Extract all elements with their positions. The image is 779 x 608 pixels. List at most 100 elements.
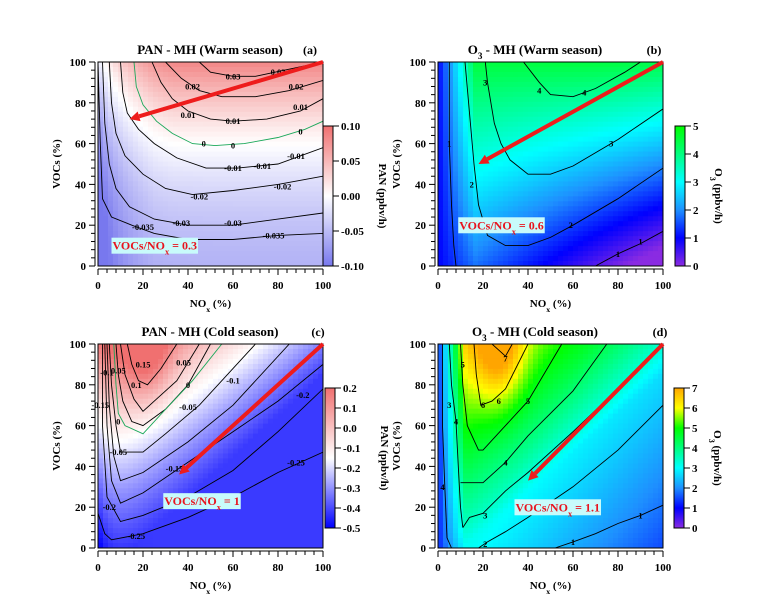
heatmap-cell	[108, 121, 114, 128]
heatmap-cell	[318, 186, 323, 192]
heatmap-cell	[173, 468, 179, 474]
heatmap-cell	[293, 196, 299, 202]
heatmap-cell	[238, 246, 244, 252]
heatmap-cell	[293, 231, 299, 237]
heatmap-cell	[613, 156, 619, 163]
heatmap-cell	[613, 176, 619, 183]
heatmap-cell	[213, 473, 219, 479]
heatmap-cell	[173, 226, 179, 232]
heatmap-cell	[568, 211, 574, 217]
heatmap-cell	[538, 96, 544, 103]
heatmap-cell	[303, 146, 309, 153]
heatmap-cell	[453, 241, 459, 247]
heatmap-cell	[488, 151, 494, 158]
colorbar-tick-label: -0.05	[341, 226, 364, 238]
heatmap-cell	[288, 241, 294, 247]
x-axis-label: NOx (%)	[190, 298, 232, 314]
heatmap-cell	[183, 368, 189, 375]
heatmap-cell	[198, 448, 204, 455]
heatmap-cell	[158, 101, 164, 108]
heatmap-cell	[613, 231, 619, 237]
heatmap-cell	[108, 126, 114, 133]
heatmap-cell	[558, 246, 564, 252]
heatmap-cell	[153, 146, 159, 153]
heatmap-cell	[633, 236, 639, 242]
heatmap-cell	[643, 71, 649, 78]
heatmap-cell	[458, 231, 464, 237]
heatmap-cell	[183, 543, 189, 548]
heatmap-cell	[518, 181, 524, 187]
heatmap-cell	[518, 231, 524, 237]
heatmap-cell	[143, 398, 149, 405]
heatmap-cell	[143, 62, 149, 68]
heatmap-cell	[458, 121, 464, 128]
heatmap-cell	[488, 76, 494, 83]
heatmap-cell	[568, 66, 574, 73]
heatmap-cell	[193, 368, 199, 375]
heatmap-cell	[118, 398, 124, 405]
heatmap-cell	[143, 344, 149, 350]
heatmap-cell	[138, 201, 144, 207]
heatmap-cell	[213, 508, 219, 514]
heatmap-cell	[583, 151, 589, 158]
heatmap-cell	[173, 111, 179, 118]
heatmap-cell	[568, 206, 574, 212]
heatmap-cell	[628, 96, 634, 103]
heatmap-cell	[123, 543, 129, 548]
heatmap-cell	[273, 261, 279, 266]
heatmap-cell	[298, 62, 304, 68]
heatmap-cell	[313, 216, 319, 222]
heatmap-cell	[168, 171, 174, 178]
heatmap-cell	[203, 231, 209, 237]
contour-line-0.01	[151, 62, 323, 122]
heatmap-cell	[318, 211, 323, 217]
heatmap-cell	[558, 261, 564, 266]
heatmap-cell	[118, 513, 124, 519]
heatmap-cell	[113, 453, 119, 460]
heatmap-cell	[498, 256, 504, 262]
heatmap-cell	[583, 236, 589, 242]
heatmap-cell	[268, 206, 274, 212]
heatmap-cell	[133, 348, 139, 355]
heatmap-cell	[98, 533, 104, 539]
heatmap-cell	[153, 201, 159, 207]
heatmap-cell	[253, 141, 259, 148]
heatmap-cell	[188, 348, 194, 355]
heatmap-cell	[473, 101, 479, 108]
heatmap-cell	[118, 373, 124, 380]
heatmap-cell	[113, 206, 119, 212]
heatmap-cell	[543, 66, 549, 73]
heatmap-cell	[213, 403, 219, 410]
heatmap-cell	[298, 111, 304, 118]
heatmap-cell	[308, 181, 314, 187]
heatmap-cell	[648, 191, 654, 197]
heatmap-cell	[463, 161, 469, 168]
heatmap-cell	[133, 373, 139, 380]
heatmap-cell	[253, 86, 259, 93]
heatmap-cell	[198, 488, 204, 494]
heatmap-cell	[618, 91, 624, 98]
heatmap-cell	[298, 211, 304, 217]
heatmap-cell	[158, 458, 164, 465]
heatmap-cell	[133, 62, 139, 68]
heatmap-cell	[163, 176, 169, 183]
heatmap-cell	[113, 403, 119, 410]
heatmap-cell	[518, 111, 524, 118]
heatmap-cell	[228, 156, 234, 163]
heatmap-cell	[208, 261, 214, 266]
heatmap-cell	[618, 66, 624, 73]
heatmap-cell	[168, 348, 174, 355]
heatmap-cell	[118, 493, 124, 499]
heatmap-cell	[618, 256, 624, 262]
heatmap-cell	[623, 211, 629, 217]
heatmap-cell	[138, 62, 144, 68]
heatmap-cell	[123, 523, 129, 529]
heatmap-cell	[528, 236, 534, 242]
heatmap-cell	[653, 151, 659, 158]
heatmap-cell	[228, 71, 234, 78]
heatmap-cell	[193, 216, 199, 222]
heatmap-cell	[623, 96, 629, 103]
heatmap-cell	[113, 478, 119, 484]
heatmap-cell	[438, 151, 444, 158]
heatmap-cell	[138, 91, 144, 98]
